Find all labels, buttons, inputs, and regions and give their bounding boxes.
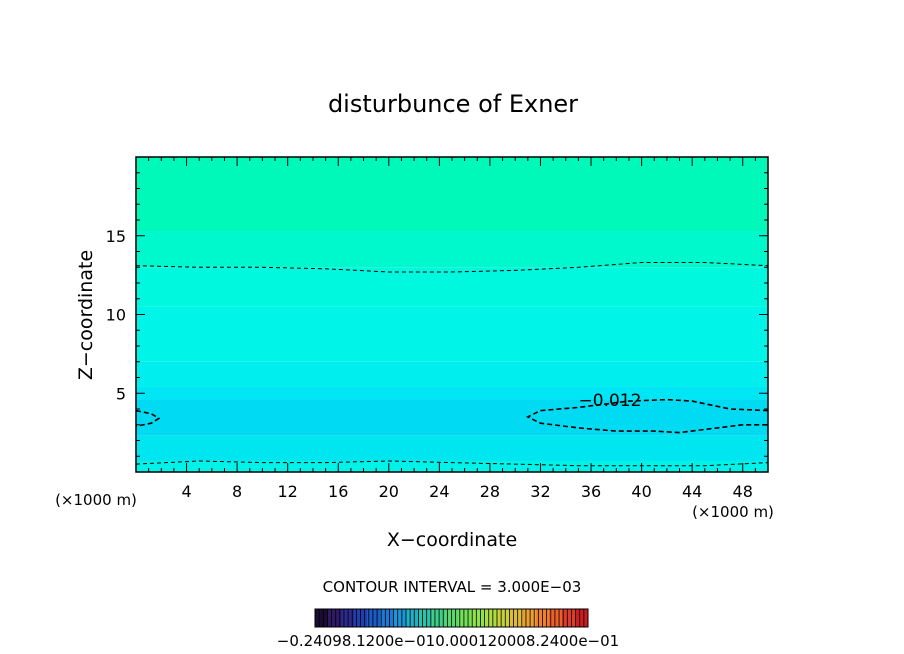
fill-band-3 <box>136 386 768 400</box>
colorbar-swatch <box>484 609 498 627</box>
colorbar-swatch <box>406 609 420 627</box>
x-unit-right: (×1000 m) <box>692 503 774 521</box>
contour-labels: −0.012 <box>579 391 642 411</box>
x-axis-label: X−coordinate <box>387 529 517 551</box>
colorbar-labels: −0.24098.1200e−010.000120008.2400e−01 <box>277 632 619 650</box>
colorbar-swatch <box>315 609 329 627</box>
x-tick-label: 8 <box>232 482 242 501</box>
x-tick-label: 24 <box>429 482 449 501</box>
fill-band-4 <box>136 361 768 387</box>
x-tick-label: 16 <box>328 482 348 501</box>
colorbar-frame <box>314 608 589 628</box>
fill-band-7 <box>136 231 768 268</box>
contour-line-2 <box>135 409 161 428</box>
y-tick-label: 15 <box>106 227 126 246</box>
fill-band-6 <box>136 267 768 307</box>
x-tick-label: 28 <box>480 482 500 501</box>
contour-label-0: −0.012 <box>579 391 642 411</box>
y-axis: 5 10 15 <box>106 172 768 457</box>
contour-line-0 <box>135 262 769 273</box>
chart-title: disturbunce of Exner <box>328 90 578 118</box>
contour-line-1 <box>135 460 769 467</box>
x-tick-label: 20 <box>379 482 399 501</box>
colorbar-swatch <box>562 609 576 627</box>
x-unit-left: (×1000 m) <box>55 491 137 509</box>
x-tick-label: 48 <box>733 482 753 501</box>
colorbar-swatch <box>497 609 511 627</box>
fill-band-1 <box>136 435 768 461</box>
x-tick-label: 36 <box>581 482 601 501</box>
fill-band-5 <box>136 306 768 362</box>
x-tick-label: 32 <box>530 482 550 501</box>
colorbar-swatch <box>393 609 407 627</box>
contour-fill <box>136 157 768 472</box>
x-tick-label: 12 <box>278 482 298 501</box>
colorbar <box>314 608 589 628</box>
fill-band-0 <box>136 460 768 472</box>
x-tick-label: 44 <box>682 482 702 501</box>
colorbar-swatch <box>380 609 394 627</box>
y-tick-label: 5 <box>116 384 126 403</box>
y-axis-label: Z−coordinate <box>75 250 97 380</box>
x-tick-label: 40 <box>631 482 651 501</box>
fill-band-2 <box>136 399 768 436</box>
colorbar-swatch <box>471 609 485 627</box>
contour-interval: CONTOUR INTERVAL = 3.000E−03 <box>323 578 582 596</box>
x-tick-label: 4 <box>181 482 191 501</box>
contour-lines <box>135 262 769 467</box>
fill-band-8 <box>136 157 768 232</box>
x-axis: 4 8 12 16 20 24 28 32 36 40 44 48 <box>148 157 756 501</box>
y-tick-label: 10 <box>106 306 126 325</box>
colorbar-swatch <box>575 609 589 627</box>
contour-line-3 <box>525 398 769 434</box>
